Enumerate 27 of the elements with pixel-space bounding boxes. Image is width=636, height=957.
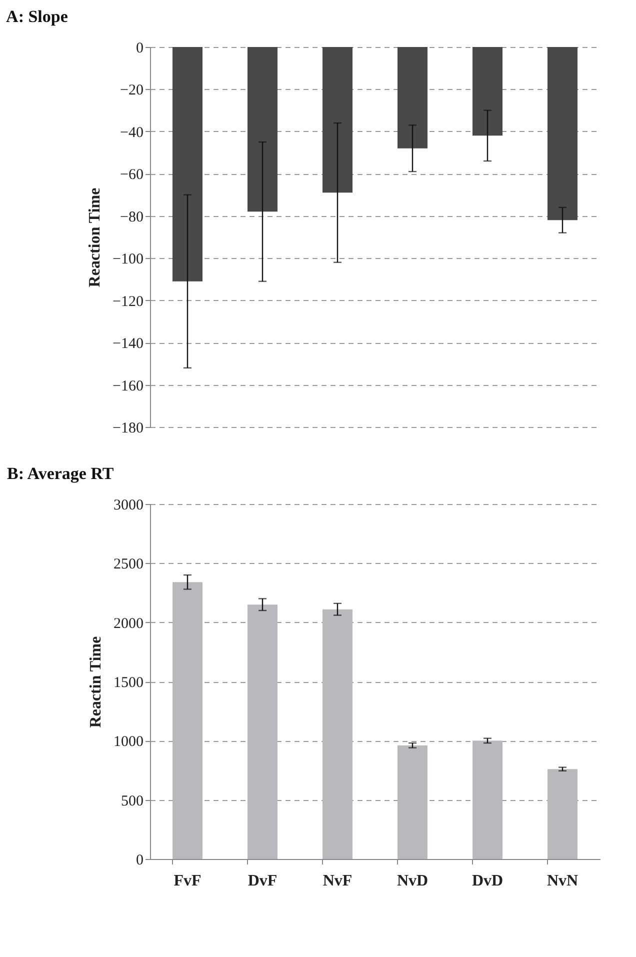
y-tick-label: 2500: [114, 556, 144, 573]
y-tick-label: −100: [112, 252, 144, 268]
x-tick-label: NvF: [322, 872, 352, 890]
x-tick-label: NvD: [396, 872, 428, 890]
x-tick-label: DvD: [472, 872, 504, 890]
y-tick-label: 1000: [114, 734, 144, 750]
y-tick-label: −80: [120, 209, 144, 226]
y-tick-label: −120: [112, 294, 144, 310]
y-tick-label: 0: [136, 40, 144, 56]
x-tick-label: DvF: [248, 872, 278, 890]
x-tick-label: NvN: [546, 872, 578, 890]
y-tick-label: 500: [121, 793, 144, 810]
y-tick-label: 2000: [114, 616, 144, 632]
chart-title: A: Slope: [6, 7, 68, 26]
y-tick-label: −20: [120, 82, 144, 99]
y-axis-title: Reaction Time: [86, 188, 104, 288]
y-tick-label: −60: [120, 167, 144, 184]
y-tick-label: −40: [120, 124, 144, 141]
y-tick-label: −140: [112, 336, 144, 352]
y-tick-label: 0: [136, 852, 144, 868]
chart-title: B: Average RT: [7, 464, 114, 483]
x-tick-label: FvF: [174, 872, 202, 890]
y-tick-label: 1500: [114, 675, 144, 691]
y-axis-title: Reactin Time: [88, 636, 104, 728]
y-tick-label: 3000: [114, 498, 144, 514]
y-tick-label: −160: [112, 378, 144, 394]
y-tick-label: −180: [112, 420, 144, 436]
